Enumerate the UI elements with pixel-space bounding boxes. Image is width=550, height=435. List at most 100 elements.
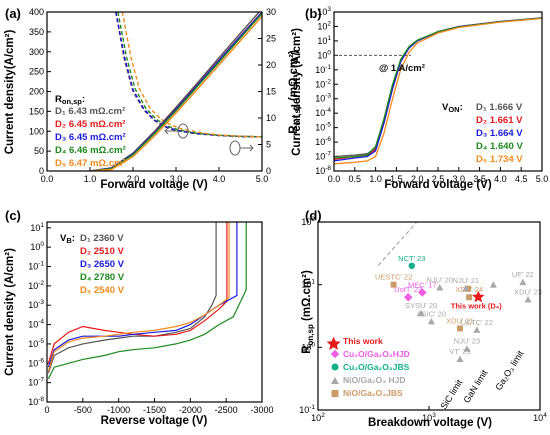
panel-d-point-nio_hjd [462, 284, 470, 292]
panel-b-xtick-label: 0.0 [328, 174, 341, 184]
panel-b-xtick-label: 4.0 [494, 174, 507, 184]
panel-d-point-label: NJU' 20 [427, 276, 453, 285]
panel-b-xtick-label: 1.5 [390, 174, 403, 184]
panel-b-ytick-label: 10-4 [315, 107, 331, 118]
panel-a-xtick-label: 0.0 [41, 174, 54, 184]
panel-a-ylabel: Current density(A/cm²) [4, 30, 16, 155]
panel-b-ytick-label: 10-7 [315, 151, 331, 162]
panel-a-xtick-label: 1.0 [84, 174, 97, 184]
panel-c-xtick-label: 0 [44, 405, 49, 415]
panel-d-point-cu2o_hjd [403, 292, 413, 302]
panel-d-frame [317, 221, 541, 411]
panel-d-point-label: NJU' 21 [453, 276, 479, 285]
panel-a-xtick-label: 2.0 [127, 174, 140, 184]
panel-a-ylabel-right: Ron,sp (mΩ.cm²) [288, 50, 302, 134]
panel-c-legend-d3: D₃ 2650 V [80, 259, 125, 270]
panel-b-series-d3 [333, 17, 543, 162]
panel-a-legend-title: Ron,sp: [55, 94, 85, 106]
panel-d-ytick-label: 101 [301, 279, 315, 290]
panel-d-legend-cu2o-jbs: Cu₂O/Ga₂O₃JBS [343, 362, 410, 372]
panel-d-legend-circle-icon [331, 363, 339, 371]
panel-d-point-label: UofT' 23 [394, 285, 422, 294]
panel-d-xlabel: Breakdown voltage (V) [368, 417, 492, 429]
panel-b-xtick-label: 3.5 [473, 174, 486, 184]
panel-d-point-nio_hjd [417, 309, 425, 317]
panel-c-frame [46, 221, 263, 403]
panel-a-ytick-right-label: 20 [266, 60, 276, 70]
panel-a-ytick-label: 250 [29, 67, 44, 77]
panel-b-frame [333, 11, 543, 172]
panel-b-xtick-label: 3.0 [453, 174, 466, 184]
panel-c-ytick-label: 10-1 [28, 261, 44, 272]
panel-b-ytick-label: 103 [317, 6, 331, 17]
panel-a-legend-d2: D₂ 6.45 mΩ.cm² [55, 119, 125, 130]
panel-b-legend-d4: D₄ 1.640 V [476, 141, 523, 152]
panel-d-point-nio_jbs [466, 294, 473, 301]
panel-d-xtick-label: 103 [422, 412, 436, 423]
panel-a-ytick-right-label: 30 [266, 7, 276, 17]
panel-d-legend-cu2o-hjd: Cu₂O/Ga₂O₃HJD [343, 349, 410, 359]
panel-a-ytick-right-label: 25 [266, 34, 276, 44]
panel-d-point-label: ASIC' 20 [417, 309, 446, 318]
panel-c-legend-d2: D₂ 2510 V [80, 246, 124, 257]
panel-c-xtick-label: -500 [74, 405, 92, 415]
panel-d-tag: (d) [305, 208, 322, 223]
panel-a-left-arrow-icon [164, 127, 178, 135]
panel-d-point-label: UESTC' 22 [375, 273, 412, 282]
panel-a-ytick-right-label: 15 [266, 87, 276, 97]
panel-b-ytick-label: 10-8 [315, 165, 331, 176]
panel-b-legend-d1: D₁ 1.666 V [476, 102, 523, 113]
panel-b-ytick-label: 10-2 [315, 78, 331, 89]
panel-d-point-nio_hjd [436, 284, 444, 291]
panel-d-point-label: SYSU' 20 [405, 301, 437, 310]
panel-a-ytick-label: 150 [29, 106, 44, 116]
panel-d-point-nio_jbs [390, 281, 397, 288]
panel-c-xtick-label: -3000 [250, 405, 273, 415]
panel-d-point-label: MEC' 17 [408, 280, 437, 289]
panel-a-tag: (a) [5, 6, 21, 21]
panel-a-right-axis-marker [229, 140, 241, 156]
panel-a-ytick-right-label: 10 [266, 113, 276, 123]
panel-a-legend-d5: D₅ 6.47 mΩ.cm² [55, 158, 126, 169]
panel-d-point-nio_hjd [427, 317, 435, 325]
panel-c-ytick-label: 10-3 [28, 299, 44, 310]
panel-c: (c) 0 -500 -1000 -1500 -2000 -2500 -3000 10-8 10… [4, 208, 274, 427]
panel-a: (a) 0.0 1.0 2.0 3.0 4.0 5.0050100150200250300… [4, 6, 302, 191]
panel-a-legend-d4: D₄ 6.46 mΩ.cm² [55, 145, 126, 156]
panel-d-limit-label: GaN limit [461, 368, 489, 405]
panel-b-xlabel: Forward voltage (V) [384, 179, 492, 191]
panel-a-ytick-label: 400 [29, 7, 44, 17]
panel-b-legend: VON: D₁ 1.666 V D₂ 1.661 V D₃ 1.664 V D₄… [442, 102, 523, 165]
panel-c-ytick-label: 10-4 [28, 319, 44, 330]
panel-c-legend: VB: D₁ 2360 V D₂ 2510 V D₃ 2650 V D₄ 278… [60, 233, 125, 296]
panel-a-jv-series-d4 [89, 13, 262, 171]
panel-d-point-label: XDU' 23 [514, 287, 542, 296]
panel-c-xtick-label: -2000 [179, 405, 202, 415]
panel-d-point-cu2o_hjd [418, 288, 427, 297]
panel-d-ylabel: Ron,sp (mΩ.cm²) [301, 270, 315, 354]
panel-c-xtick-label: -1500 [143, 405, 166, 415]
panel-c-legend-title: VB: [60, 233, 75, 245]
panel-b-ytick-label: 101 [317, 35, 331, 46]
panel-d-point-label: VT' 23 [449, 347, 470, 356]
panel-c-legend-d1: D₁ 2360 V [80, 233, 124, 244]
panel-d-point-label: UF' 22 [512, 270, 534, 279]
panel-c-xtick-label: -1000 [107, 405, 130, 415]
panel-b-xtick-label: 0.5 [349, 174, 362, 184]
panel-b-legend-d2: D₂ 1.661 V [476, 115, 523, 126]
panel-a-xlabel: Forward voltage (V) [100, 179, 208, 191]
panel-b-ytick-label: 10-6 [315, 136, 331, 147]
panel-d-point-nio_hjd [473, 326, 481, 333]
panel-c-series-d2 [47, 222, 228, 364]
panel-d-legend: This work Cu₂O/Ga₂O₃HJD Cu₂O/Ga₂O₃JBS Ni… [326, 336, 410, 398]
panel-a-ron-series-d4 [117, 12, 262, 138]
panel-a-xtick-label: 5.0 [256, 174, 269, 184]
panel-a-frame [46, 11, 263, 172]
panel-a-jv-series-d5 [89, 15, 262, 171]
panel-d-legend-triangle-icon [331, 377, 339, 384]
panel-b-xtick-label: 4.5 [515, 174, 528, 184]
panel-a-xtick-label: 3.0 [170, 174, 183, 184]
panel-a-ytick-label: 350 [29, 27, 44, 37]
panel-b-ytick-label: 10-5 [315, 122, 331, 133]
